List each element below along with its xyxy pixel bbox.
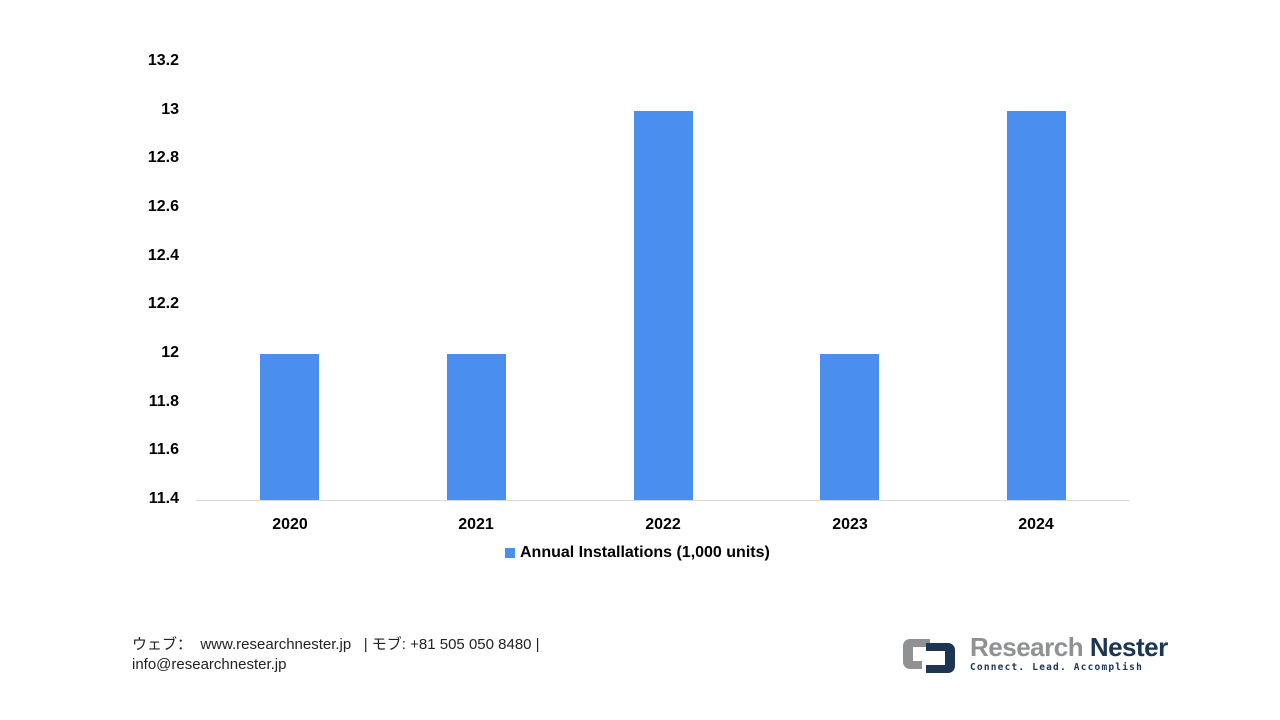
y-tick-label: 12.2 xyxy=(147,295,179,312)
y-tick-label: 11.4 xyxy=(148,490,179,507)
logo-name-research: Research xyxy=(970,632,1084,662)
y-tick-label: 12 xyxy=(161,344,179,361)
x-axis-line xyxy=(196,500,1130,501)
research-nester-logo: Research Nester Connect. Lead. Accomplis… xyxy=(900,634,1168,673)
bar-chart: 13.2 13 12.8 12.6 12.4 12.2 12 11.8 11.6… xyxy=(147,52,1130,562)
bar-2022 xyxy=(634,111,693,500)
bar-2020 xyxy=(260,354,319,500)
bar-2023 xyxy=(820,354,879,500)
footer-email: info@researchnester.jp xyxy=(132,656,287,673)
legend-label: Annual Installations (1,000 units) xyxy=(520,544,770,561)
chart-legend: Annual Installations (1,000 units) xyxy=(505,544,770,562)
footer-web-phone: ウェブ： www.researchnester.jp | モブ: +81 505… xyxy=(132,636,540,653)
y-tick-label: 12.8 xyxy=(147,149,179,166)
legend-swatch xyxy=(505,548,515,558)
y-tick-label: 13 xyxy=(161,101,179,118)
logo-name-nester: Nester xyxy=(1089,632,1168,662)
y-tick-label: 11.6 xyxy=(148,441,179,458)
y-tick-label: 13.2 xyxy=(147,52,179,69)
x-tick-label: 2021 xyxy=(458,516,494,533)
y-tick-label: 12.4 xyxy=(147,247,179,264)
x-tick-label: 2022 xyxy=(645,516,681,533)
logo-mark-icon xyxy=(903,638,955,673)
logo-tagline: Connect. Lead. Accomplish xyxy=(970,662,1143,673)
x-tick-label: 2020 xyxy=(272,516,308,533)
y-tick-label: 11.8 xyxy=(148,393,179,410)
footer-contact: ウェブ： www.researchnester.jp | モブ: +81 505… xyxy=(132,635,540,675)
bar-2024 xyxy=(1007,111,1066,500)
x-tick-label: 2023 xyxy=(832,516,868,533)
bar-2021 xyxy=(447,354,506,500)
y-tick-label: 12.6 xyxy=(147,198,179,215)
x-tick-label: 2024 xyxy=(1018,516,1054,533)
